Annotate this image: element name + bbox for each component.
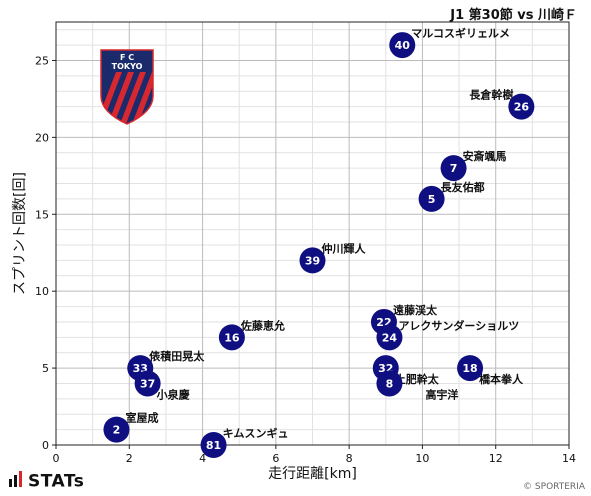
player-number-label: 81 <box>206 439 221 452</box>
x-tick-label: 6 <box>272 452 279 465</box>
x-tick-label: 2 <box>126 452 133 465</box>
stats-bars-icon <box>8 471 24 492</box>
player-marker <box>200 432 227 458</box>
y-tick-label: 10 <box>35 285 49 298</box>
player-name-label: 長友佑都 <box>441 180 485 194</box>
x-tick-label: 0 <box>53 452 60 465</box>
player-marker <box>134 370 161 397</box>
y-tick-label: 15 <box>35 208 49 221</box>
player-marker <box>440 155 467 182</box>
player-name-label: アレクサンダーショルツ <box>398 318 519 332</box>
y-tick-label: 25 <box>35 54 49 67</box>
player-marker <box>418 185 445 212</box>
player-name-label: 室屋成 <box>125 411 158 425</box>
player-marker <box>508 93 535 120</box>
y-tick-label: 0 <box>42 439 49 452</box>
x-axis: 0 2 4 6 8 10 12 14 <box>53 445 576 465</box>
chart-title: J1 第30節 vs 川崎Ｆ <box>450 8 577 23</box>
stats-brand-text: STATs <box>28 471 85 492</box>
player-point: 高宇洋 8 <box>376 370 458 401</box>
x-axis-label: 走行距離[km] <box>268 465 357 482</box>
player-number-label: 16 <box>224 331 240 344</box>
player-name-label: 俵積田晃太 <box>149 349 205 363</box>
player-point: 室屋成 2 <box>103 411 158 443</box>
player-number-label: 37 <box>140 377 155 390</box>
player-marker <box>299 247 326 274</box>
player-marker <box>218 324 245 351</box>
x-tick-label: 14 <box>562 452 576 465</box>
minor-grid <box>56 22 569 445</box>
player-number-label: 39 <box>305 254 320 267</box>
plot-frame <box>55 21 570 446</box>
player-name-label: 土肥幹太 <box>395 372 440 386</box>
svg-text:F C: F C <box>120 53 134 62</box>
y-axis-label: スプリント回数[回] <box>12 172 28 295</box>
y-axis: 0 5 10 15 20 25 <box>35 54 56 452</box>
player-number-label: 24 <box>382 331 398 344</box>
player-name-label: 遠藤渓太 <box>393 303 438 317</box>
player-number-label: 26 <box>514 101 530 114</box>
x-tick-label: 12 <box>489 452 503 465</box>
x-tick-label: 10 <box>415 452 429 465</box>
player-marker <box>376 324 403 351</box>
player-marker <box>389 32 416 59</box>
player-name-label: 佐藤恵允 <box>240 318 285 332</box>
stats-brand: STATs <box>8 471 84 492</box>
team-crest-logo: F C TOKYO <box>100 49 154 125</box>
y-tick-label: 20 <box>35 131 49 144</box>
player-number-label: 2 <box>113 424 121 437</box>
svg-text:TOKYO: TOKYO <box>112 62 143 71</box>
player-marker <box>103 416 130 443</box>
player-name-label: 安斎颯馬 <box>463 149 507 163</box>
player-name-label: 小泉慶 <box>156 387 190 401</box>
player-number-label: 18 <box>462 362 477 375</box>
player-name-label: マルコスギリェルメ <box>411 26 510 40</box>
y-tick-label: 5 <box>42 362 49 375</box>
player-number-label: 8 <box>386 377 394 390</box>
x-tick-label: 8 <box>346 452 353 465</box>
player-name-label: 高宇洋 <box>425 387 458 401</box>
credit: © SPORTERIA <box>523 482 585 492</box>
player-point: 安斎颯馬 7 <box>440 149 507 182</box>
player-name-label: 仲川輝人 <box>322 241 367 255</box>
player-number-label: 7 <box>450 162 458 175</box>
player-number-label: 5 <box>428 193 436 206</box>
player-point: 長友佑都 5 <box>418 180 485 212</box>
player-number-label: 40 <box>395 39 411 52</box>
player-marker <box>376 370 403 397</box>
x-tick-label: 4 <box>199 452 206 465</box>
player-name-label: 長倉幹樹 <box>469 88 513 102</box>
player-marker <box>457 355 484 382</box>
player-name-label: 橋本拳人 <box>479 372 524 386</box>
player-name-label: キムスンギュ <box>223 426 289 440</box>
